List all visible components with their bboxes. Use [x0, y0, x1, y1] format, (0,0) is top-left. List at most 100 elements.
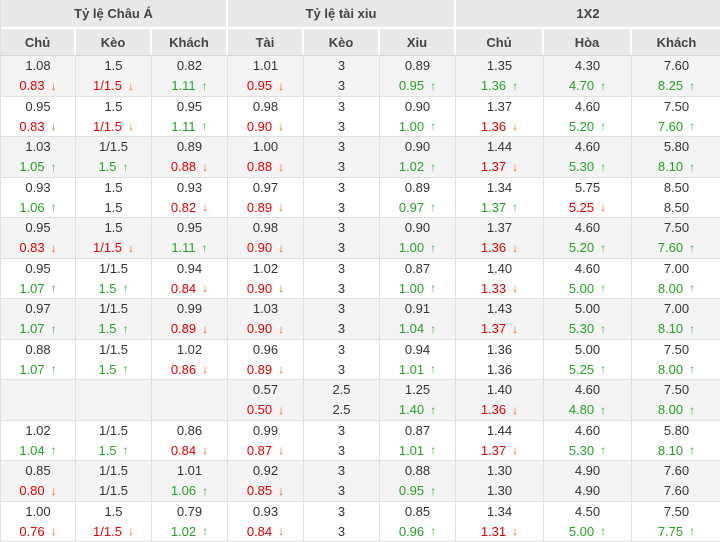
- current-odd-value: 5.00: [568, 523, 595, 539]
- current-odd: 1.02 ↑: [152, 521, 227, 541]
- odds-cell: 1.36 1.36: [456, 339, 544, 379]
- current-odd: 1.04 ↑: [1, 440, 75, 460]
- opening-odd: 3: [337, 463, 346, 479]
- odds-cell: 7.00 8.00 ↑: [632, 259, 720, 299]
- arrow-up-icon: ↑: [689, 443, 696, 458]
- arrow-up-icon: ↑: [430, 159, 437, 174]
- arrow-up-icon: ↑: [600, 362, 607, 377]
- current-odd: 1/1.5 ↓: [76, 238, 151, 258]
- current-odd-value: 1.36: [480, 78, 507, 94]
- current-odd-value: 1.07: [19, 321, 45, 337]
- current-odd-value: 1/1.5: [93, 240, 122, 256]
- opening-odd: 0.87: [404, 260, 431, 276]
- opening-odd: 0.95: [176, 220, 203, 236]
- odds-cell: 0.93 0.84 ↓: [228, 501, 304, 541]
- current-odd: 1.37 ↓: [456, 440, 543, 460]
- current-odd: 1/1.5 ↓: [76, 116, 151, 136]
- current-odd: 0.84 ↓: [152, 278, 227, 298]
- opening-odd: 1.02: [252, 260, 279, 276]
- current-odd: 5.00 ↑: [544, 521, 631, 541]
- current-odd-value: 8.00: [657, 280, 684, 296]
- current-odd-value: 0.89: [246, 199, 273, 215]
- odds-cell: 0.99 0.89 ↓: [152, 299, 228, 339]
- arrow-down-icon: ↓: [127, 119, 134, 134]
- group-header-asian-handicap: Tỷ lệ Châu Á: [1, 0, 228, 27]
- opening-odd: 5.80: [663, 422, 690, 438]
- opening-odd: 3: [337, 503, 346, 519]
- opening-odd: 0.86: [176, 422, 203, 438]
- opening-odd: 1.5: [104, 58, 123, 74]
- odds-cell: 1.5 1/1.5 ↓: [76, 501, 152, 541]
- current-odd: 0.90 ↓: [228, 116, 303, 136]
- current-odd: 0.83 ↓: [1, 238, 75, 258]
- opening-odd: 4.60: [574, 260, 601, 276]
- arrow-up-icon: ↑: [689, 281, 696, 296]
- current-odd-value: 5.25: [568, 199, 595, 215]
- arrow-up-icon: ↑: [600, 443, 607, 458]
- current-odd-value: 8.10: [657, 321, 684, 337]
- current-odd-value: 5.20: [568, 118, 595, 134]
- odds-cell: 1.44 1.37 ↓: [456, 420, 544, 460]
- arrow-down-icon: ↓: [278, 402, 285, 417]
- odds-cell: 1.02 1.04 ↑: [1, 420, 76, 460]
- opening-odd: 0.99: [252, 422, 279, 438]
- opening-odd: 7.00: [663, 301, 690, 317]
- odds-cell: 7.50 7.60 ↑: [632, 97, 720, 137]
- odds-cell: 1.40 1.33 ↓: [456, 258, 544, 298]
- current-odd: 8.10 ↑: [632, 440, 720, 460]
- current-odd-value: 3: [337, 523, 346, 539]
- odds-cell: 1.03 0.90 ↓: [228, 299, 304, 339]
- odds-cell: 0.91 1.04 ↑: [380, 299, 456, 339]
- current-odd: 1.37 ↓: [456, 319, 543, 339]
- odds-cell: 5.00 5.25 ↑: [544, 339, 632, 379]
- current-odd: 8.10 ↑: [632, 319, 720, 339]
- arrow-up-icon: ↑: [430, 281, 437, 296]
- opening-odd: 0.82: [176, 58, 203, 74]
- current-odd-value: 8.10: [657, 442, 684, 458]
- opening-odd: 3: [337, 58, 346, 74]
- current-odd-value: 3: [337, 78, 346, 94]
- odds-cell: 1.34 1.31 ↓: [456, 501, 544, 541]
- odds-cell: 1.37 1.36 ↓: [456, 96, 544, 136]
- current-odd: 3: [304, 278, 379, 298]
- odds-cell: 1.02 0.86 ↓: [152, 339, 228, 379]
- opening-odd: 8.50: [663, 179, 690, 195]
- current-odd: 0.86 ↓: [152, 359, 227, 379]
- arrow-down-icon: ↓: [50, 240, 57, 255]
- opening-odd: 1.03: [25, 139, 51, 155]
- current-odd: 1.11 ↑: [152, 238, 227, 258]
- current-odd: 1.30: [456, 481, 543, 501]
- current-odd-value: 3: [337, 442, 346, 458]
- opening-odd: 0.97: [25, 301, 51, 317]
- arrow-up-icon: ↑: [202, 524, 209, 539]
- opening-odd: 0.95: [25, 260, 51, 276]
- opening-odd: 3: [337, 301, 346, 317]
- odds-cell: 1.40 1.36 ↓: [456, 380, 544, 420]
- odds-cell: 0.87 1.00 ↑: [380, 258, 456, 298]
- current-odd-value: 7.75: [657, 523, 684, 539]
- current-odd-value: 1.06: [19, 199, 45, 215]
- arrow-down-icon: ↓: [278, 281, 285, 296]
- odds-cell: 7.50 7.60 ↑: [632, 218, 720, 258]
- odds-cell: 0.89 0.88 ↓: [152, 137, 228, 177]
- opening-odd: 1.5: [104, 503, 123, 519]
- odds-cell: 1.02 0.90 ↓: [228, 258, 304, 298]
- opening-odd: 0.93: [176, 179, 203, 195]
- current-odd: 0.83 ↓: [1, 116, 75, 136]
- opening-odd: 1.36: [486, 341, 513, 357]
- current-odd: 3: [304, 481, 379, 501]
- current-odd: 1.5 ↑: [76, 359, 151, 379]
- arrow-up-icon: ↑: [50, 159, 57, 174]
- current-odd: 8.50: [632, 197, 720, 217]
- arrow-up-icon: ↑: [430, 443, 437, 458]
- opening-odd: 0.94: [404, 341, 431, 357]
- arrow-up-icon: ↑: [600, 78, 607, 93]
- arrow-down-icon: ↓: [278, 119, 285, 134]
- opening-odd: 3: [337, 341, 346, 357]
- current-odd: [152, 400, 227, 420]
- opening-odd: 3: [337, 179, 346, 195]
- current-odd: 0.84 ↓: [228, 521, 303, 541]
- opening-odd: [76, 380, 151, 400]
- odds-cell: 0.95 0.83 ↓: [1, 218, 76, 258]
